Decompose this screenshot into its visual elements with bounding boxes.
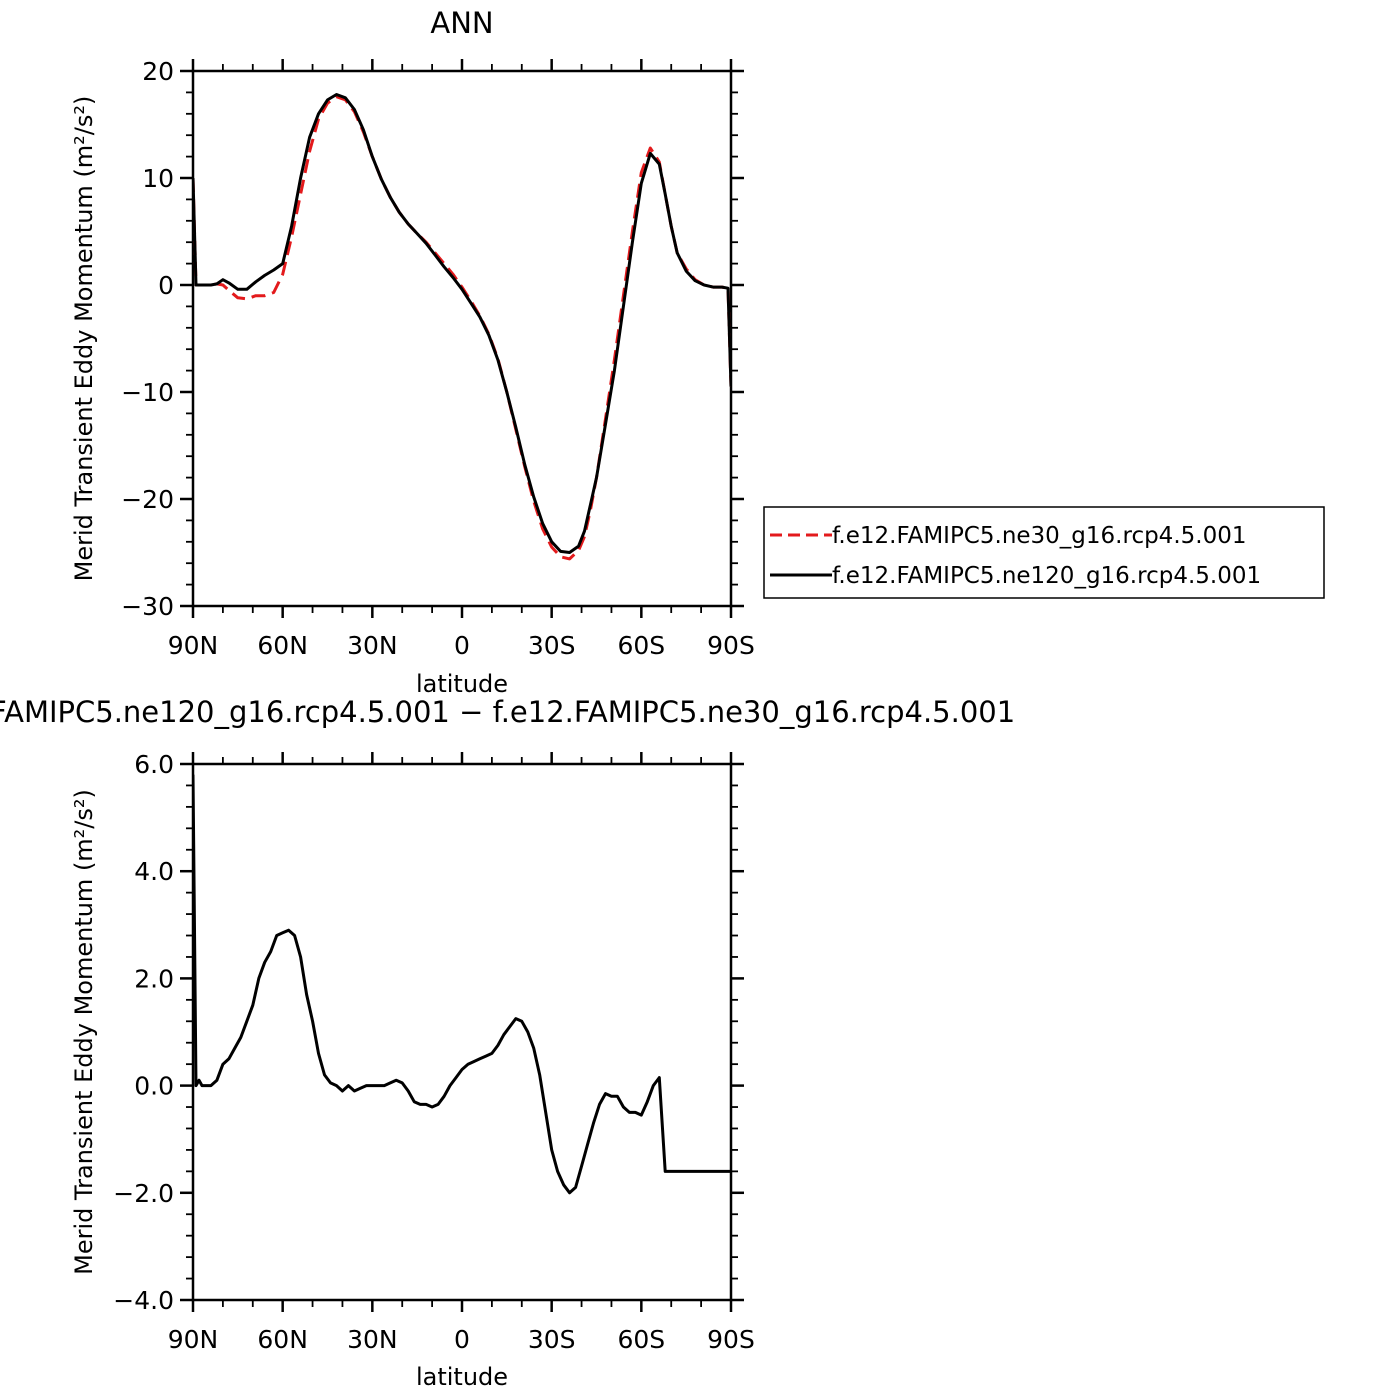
chart-title: ANN [430,6,493,40]
y-axis-label: Merid Transient Eddy Momentum (m²/s²) [70,96,98,582]
x-tick-label: 90N [168,1325,219,1354]
x-tick-label: 60N [257,1325,308,1354]
x-tick-label: 90N [168,631,219,660]
x-tick-label: 60S [617,631,665,660]
series-line-1 [193,95,731,561]
series-line-2 [193,93,731,554]
x-tick-label: 90S [707,631,755,660]
x-axis-label: latitude [416,1363,508,1391]
x-tick-label: 30N [347,631,398,660]
difference-plot: f.e12.FAMIPC5.ne120_g16.rcp4.5.001 − f.e… [0,695,1015,1391]
x-tick-label: 30S [528,1325,576,1354]
x-tick-label: 0 [454,631,470,660]
legend-label-2: f.e12.FAMIPC5.ne120_g16.rcp4.5.001 [832,563,1261,589]
y-axis-label: Merid Transient Eddy Momentum (m²/s²) [70,789,98,1275]
chart-title: f.e12.FAMIPC5.ne120_g16.rcp4.5.001 − f.e… [0,695,1015,729]
legend: f.e12.FAMIPC5.ne30_g16.rcp4.5.001 f.e12.F… [763,506,1325,599]
y-tick-label: 0.0 [134,1072,174,1101]
y-tick-label: 4.0 [134,857,174,886]
y-tick-label: −30 [121,592,174,621]
series-line-1 [193,774,731,1195]
top-plot: ANN 90N 60N 30N 0 30S 60S 90S 20 10 0 −10 −20 −30 lati… [70,6,1325,698]
y-tick-label: 10 [142,164,174,193]
x-tick-label: 60S [617,1325,665,1354]
y-tick-label: 2.0 [134,964,174,993]
y-tick-label: 20 [142,57,174,86]
series-group [193,93,731,561]
legend-box [763,506,1325,599]
x-tick-label: 90S [707,1325,755,1354]
y-tick-label: 0 [158,271,174,300]
x-tick-label: 0 [454,1325,470,1354]
plot-frame [191,762,733,1302]
y-tick-label: −10 [121,378,174,407]
legend-label-1: f.e12.FAMIPC5.ne30_g16.rcp4.5.001 [832,523,1246,549]
x-axis-label: latitude [416,670,508,698]
series-group [193,774,731,1195]
y-tick-label: −4.0 [113,1286,174,1315]
y-tick-label: −2.0 [113,1179,174,1208]
x-tick-label: 60N [257,631,308,660]
x-tick-label: 30S [528,631,576,660]
y-tick-label: 6.0 [134,750,174,779]
y-tick-label: −20 [121,485,174,514]
x-tick-label: 30N [347,1325,398,1354]
